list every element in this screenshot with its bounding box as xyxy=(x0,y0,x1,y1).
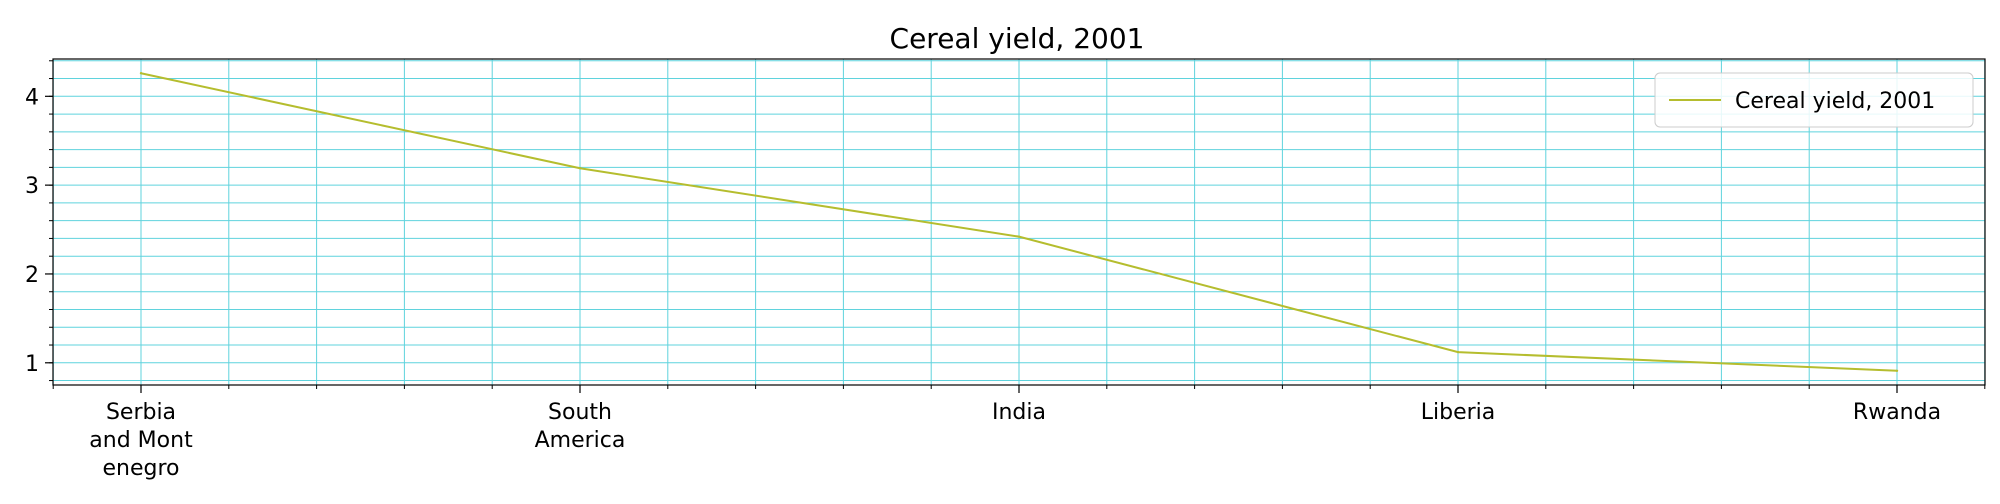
x-tick-label-line: South xyxy=(548,400,612,425)
x-tick-label-line: Rwanda xyxy=(1853,400,1941,425)
legend-box xyxy=(1654,72,1974,128)
legend-label: Cereal yield, 2001 xyxy=(1735,89,1935,114)
x-tick-label-line: Serbia xyxy=(106,400,176,425)
x-tick-label-line: and Mont xyxy=(89,428,193,453)
x-tick-label: South America xyxy=(535,400,626,453)
data-point xyxy=(1895,369,1899,372)
data-point xyxy=(1017,235,1021,238)
data-point xyxy=(1456,350,1460,354)
y-tick-label: 2 xyxy=(25,263,39,288)
legend: Cereal yield, 2001 xyxy=(1654,72,1974,128)
series-layer xyxy=(139,72,1899,372)
y-tick-label: 3 xyxy=(25,174,39,199)
y-tick-label: 1 xyxy=(25,352,39,377)
x-tick-label-line: America xyxy=(535,428,626,453)
x-tick-label-line: India xyxy=(992,400,1046,425)
x-tick-label-line: Liberia xyxy=(1421,400,1496,425)
data-point xyxy=(578,167,582,170)
x-tick-label: India xyxy=(992,400,1046,425)
axes: 1 2 3 4 Serbia and Mont enegro South America Indi… xyxy=(25,58,1986,481)
data-point xyxy=(139,72,143,75)
x-tick-label: Rwanda xyxy=(1853,400,1941,425)
y-tick-label: 4 xyxy=(25,85,39,110)
chart-title: Cereal yield, 2001 xyxy=(890,22,1145,55)
x-tick-label-line: enegro xyxy=(103,456,180,481)
x-tick-label: Liberia xyxy=(1421,400,1496,425)
x-tick-label: Serbia and Mont enegro xyxy=(89,400,193,481)
